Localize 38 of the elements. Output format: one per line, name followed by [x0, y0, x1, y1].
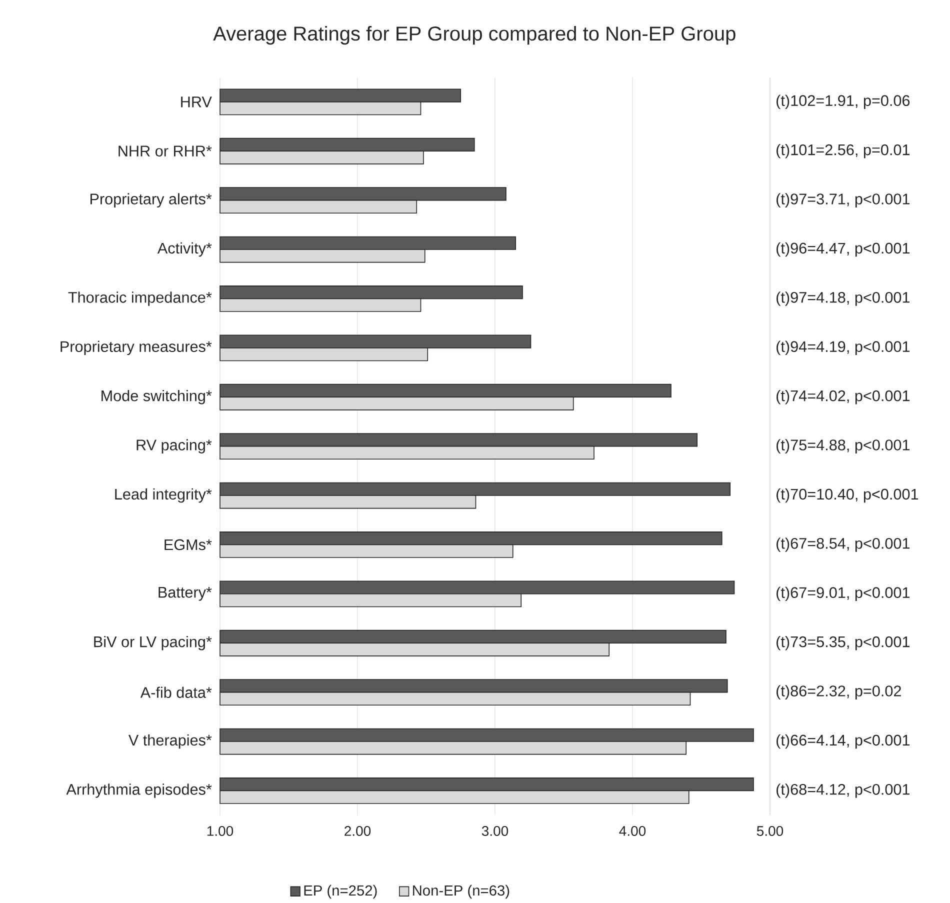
text: (t)97=4.18, p<0.001 — [776, 292, 910, 306]
y-tick-label: BiV or LV pacing* — [94, 636, 212, 650]
text: (t)94=4.19, p<0.001 — [776, 340, 910, 355]
y-tick-label: Thoracic impedance* — [68, 292, 212, 306]
text: (t)73=5.35, p<0.001 — [776, 636, 910, 650]
y-tick-label: Arrhythmia episodes* — [66, 783, 212, 798]
x-tick-label: 2.00 — [344, 826, 371, 836]
x-tick-label: 5.00 — [756, 826, 784, 836]
x-tick-label: 4.00 — [619, 826, 646, 836]
text: (t)102=1.91, p=0.06 — [776, 94, 910, 109]
y-tick-label: Battery* — [158, 586, 212, 601]
y-tick-label: EGMs* — [164, 539, 212, 550]
text: (t)96=4.47, p<0.001 — [776, 242, 910, 257]
text: (t)67=9.01, p<0.001 — [776, 586, 910, 601]
y-tick-label: Mode switching* — [102, 390, 212, 404]
text: (t)66=4.14, p<0.001 — [776, 734, 910, 749]
y-tick-label: Proprietary measures* — [60, 340, 212, 355]
text: (t)97=3.71, p<0.001 — [776, 193, 910, 208]
y-tick-label: RV pacing* — [136, 439, 212, 454]
text: (t)70=10.40, p<0.001 — [776, 488, 918, 503]
y-tick-label: Proprietary alerts* — [90, 193, 212, 208]
text: (t)101=2.56, p=0.01 — [776, 144, 910, 158]
legend-label: EP (n=252) — [304, 884, 377, 898]
text: (t)74=4.02, p<0.001 — [776, 390, 910, 404]
y-tick-label: V therapies* — [128, 734, 212, 749]
legend-label: Non-EP (n=63) — [413, 884, 510, 898]
text: (t)86=2.32, p=0.02 — [776, 685, 901, 700]
text: (t)68=4.12, p<0.001 — [776, 783, 910, 798]
chart-title: Average Ratings for EP Group compared to Non-EP Group — [213, 26, 736, 45]
x-tick-label: 3.00 — [482, 826, 508, 836]
y-tick-label: HRV — [181, 96, 212, 108]
y-tick-label: A-fib data* — [140, 686, 212, 698]
text: (t)75=4.88, p<0.001 — [776, 439, 910, 454]
y-tick-label: Lead integrity* — [115, 488, 212, 503]
y-tick-label: Activity* — [157, 242, 212, 257]
x-tick-label: 1.00 — [207, 826, 234, 836]
text: (t)67=8.54, p<0.001 — [776, 537, 910, 552]
y-tick-label: NHR or RHR* — [118, 146, 212, 156]
